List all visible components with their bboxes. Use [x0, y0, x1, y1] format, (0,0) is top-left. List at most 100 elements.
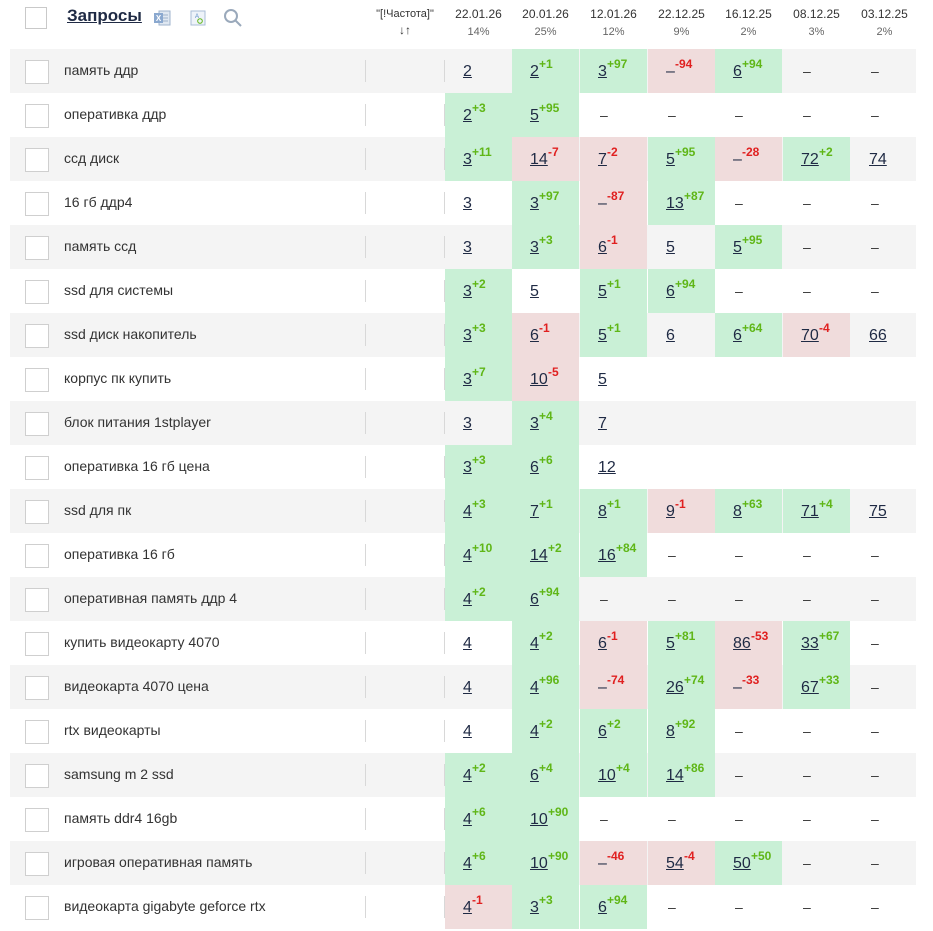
position-value-link[interactable]: 7 — [598, 151, 607, 168]
date-column-header[interactable]: 20.01.26 25% — [512, 7, 579, 40]
position-value-link[interactable]: 5 — [598, 283, 607, 300]
position-value-link[interactable]: 3 — [463, 283, 472, 300]
row-checkbox[interactable] — [25, 588, 49, 612]
position-value-link[interactable]: 5 — [530, 283, 539, 300]
position-value-link[interactable]: 4 — [530, 723, 539, 740]
position-value-link[interactable]: 3 — [463, 239, 472, 256]
position-value-link[interactable]: 5 — [530, 107, 539, 124]
position-value-link[interactable]: 10 — [530, 811, 548, 828]
position-value-link[interactable]: 71 — [801, 503, 819, 520]
position-value-link[interactable]: 9 — [666, 503, 675, 520]
queries-title-link[interactable]: Запросы — [67, 6, 142, 25]
row-checkbox[interactable] — [25, 852, 49, 876]
position-value-link[interactable]: 3 — [463, 327, 472, 344]
row-checkbox[interactable] — [25, 368, 49, 392]
sort-icon[interactable]: ↓↑ — [399, 23, 411, 37]
position-value-link[interactable]: – — [666, 63, 675, 80]
position-value-link[interactable]: 4 — [463, 811, 472, 828]
position-value-link[interactable]: 3 — [530, 899, 539, 916]
position-value-link[interactable]: 2 — [530, 63, 539, 80]
position-value-link[interactable]: 8 — [598, 503, 607, 520]
row-checkbox[interactable] — [25, 456, 49, 480]
position-value-link[interactable]: 3 — [463, 195, 472, 212]
row-checkbox[interactable] — [25, 148, 49, 172]
position-value-link[interactable]: 6 — [530, 591, 539, 608]
position-value-link[interactable]: 8 — [733, 503, 742, 520]
position-value-link[interactable]: 4 — [530, 635, 539, 652]
position-value-link[interactable]: 67 — [801, 679, 819, 696]
row-checkbox[interactable] — [25, 544, 49, 568]
format-icon[interactable]: A — [189, 9, 207, 27]
frequency-column-header[interactable]: "[!Частота]" ↓↑ — [370, 8, 440, 37]
position-value-link[interactable]: – — [598, 855, 607, 872]
position-value-link[interactable]: 3 — [463, 371, 472, 388]
position-value-link[interactable]: 26 — [666, 679, 684, 696]
position-value-link[interactable]: 4 — [463, 899, 472, 916]
position-value-link[interactable]: 4 — [530, 679, 539, 696]
row-checkbox[interactable] — [25, 236, 49, 260]
position-value-link[interactable]: – — [598, 679, 607, 696]
position-value-link[interactable]: 75 — [869, 503, 887, 520]
position-value-link[interactable]: 4 — [463, 547, 472, 564]
position-value-link[interactable]: 3 — [530, 195, 539, 212]
position-value-link[interactable]: 50 — [733, 855, 751, 872]
position-value-link[interactable]: 33 — [801, 635, 819, 652]
row-checkbox[interactable] — [25, 412, 49, 436]
position-value-link[interactable]: 2 — [463, 107, 472, 124]
position-value-link[interactable]: 72 — [801, 151, 819, 168]
position-value-link[interactable]: 3 — [598, 63, 607, 80]
row-checkbox[interactable] — [25, 896, 49, 920]
position-value-link[interactable]: 74 — [869, 151, 887, 168]
position-value-link[interactable]: 3 — [530, 239, 539, 256]
position-value-link[interactable]: 5 — [666, 239, 675, 256]
position-value-link[interactable]: 4 — [463, 591, 472, 608]
position-value-link[interactable]: 8 — [666, 723, 675, 740]
row-checkbox[interactable] — [25, 280, 49, 304]
position-value-link[interactable]: 6 — [666, 327, 675, 344]
excel-icon[interactable]: X — [153, 9, 171, 27]
position-value-link[interactable]: 6 — [598, 899, 607, 916]
position-value-link[interactable]: 5 — [666, 635, 675, 652]
position-value-link[interactable]: 13 — [666, 195, 684, 212]
position-value-link[interactable]: 6 — [733, 63, 742, 80]
position-value-link[interactable]: 12 — [598, 459, 616, 476]
position-value-link[interactable]: 6 — [530, 767, 539, 784]
position-value-link[interactable]: 3 — [530, 415, 539, 432]
position-value-link[interactable]: 10 — [598, 767, 616, 784]
position-value-link[interactable]: 4 — [463, 635, 472, 652]
row-checkbox[interactable] — [25, 720, 49, 744]
position-value-link[interactable]: 86 — [733, 635, 751, 652]
position-value-link[interactable]: – — [733, 151, 742, 168]
position-value-link[interactable]: 6 — [666, 283, 675, 300]
position-value-link[interactable]: 6 — [530, 327, 539, 344]
row-checkbox[interactable] — [25, 676, 49, 700]
position-value-link[interactable]: 5 — [598, 327, 607, 344]
row-checkbox[interactable] — [25, 808, 49, 832]
position-value-link[interactable]: 2 — [463, 63, 472, 80]
position-value-link[interactable]: 3 — [463, 415, 472, 432]
position-value-link[interactable]: 5 — [598, 371, 607, 388]
position-value-link[interactable]: 6 — [530, 459, 539, 476]
position-value-link[interactable]: 66 — [869, 327, 887, 344]
select-all-checkbox[interactable] — [25, 7, 47, 29]
row-checkbox[interactable] — [25, 192, 49, 216]
row-checkbox[interactable] — [25, 764, 49, 788]
position-value-link[interactable]: – — [598, 195, 607, 212]
date-column-header[interactable]: 16.12.25 2% — [715, 7, 782, 40]
position-value-link[interactable]: 70 — [801, 327, 819, 344]
row-checkbox[interactable] — [25, 324, 49, 348]
row-checkbox[interactable] — [25, 104, 49, 128]
position-value-link[interactable]: 5 — [666, 151, 675, 168]
row-checkbox[interactable] — [25, 632, 49, 656]
date-column-header[interactable]: 22.12.25 9% — [648, 7, 715, 40]
position-value-link[interactable]: 14 — [530, 151, 548, 168]
position-value-link[interactable]: 10 — [530, 855, 548, 872]
position-value-link[interactable]: 6 — [598, 239, 607, 256]
position-value-link[interactable]: 4 — [463, 679, 472, 696]
position-value-link[interactable]: 16 — [598, 547, 616, 564]
position-value-link[interactable]: 6 — [598, 635, 607, 652]
position-value-link[interactable]: 4 — [463, 855, 472, 872]
position-value-link[interactable]: 3 — [463, 459, 472, 476]
position-value-link[interactable]: – — [733, 679, 742, 696]
position-value-link[interactable]: 10 — [530, 371, 548, 388]
